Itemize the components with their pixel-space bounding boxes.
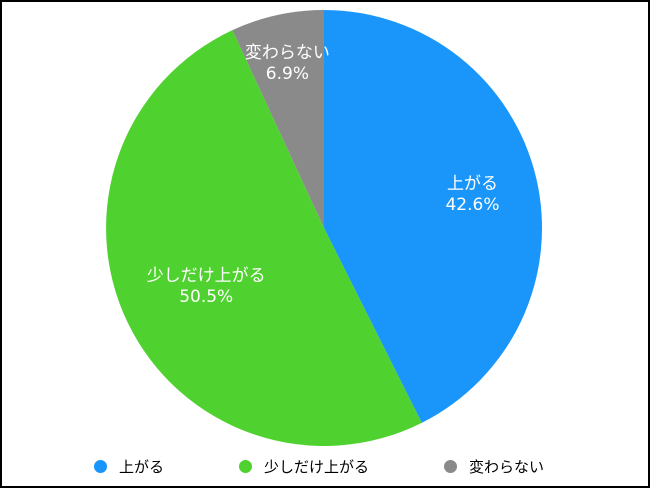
slice-value-label: 6.9%: [266, 64, 309, 84]
slice-value-label: 42.6%: [445, 195, 499, 215]
slice-name-label: 変わらない: [245, 43, 330, 63]
slice-name-label: 少しだけ上がる: [147, 266, 266, 286]
pie-slice: [324, 10, 543, 423]
legend-item-kawaranai: 変わらない: [444, 452, 544, 480]
legend-label: 少しだけ上がる: [264, 457, 370, 476]
pie-slice: [232, 10, 324, 228]
pie-slices: [106, 10, 543, 446]
legend-swatch: [239, 459, 252, 473]
legend-item-sukoshi-agaru: 少しだけ上がる: [239, 452, 369, 480]
chart-legend: 上がる 少しだけ上がる 変わらない: [2, 452, 648, 480]
legend-swatch: [444, 459, 457, 473]
slice-name-label: 上がる: [447, 174, 498, 194]
legend-label: 変わらない: [469, 457, 545, 476]
slice-value-label: 50.5%: [179, 287, 233, 307]
legend-swatch: [94, 459, 107, 473]
legend-item-agaru: 上がる: [94, 452, 164, 480]
legend-label: 上がる: [119, 457, 165, 476]
pie-slice: [106, 30, 422, 446]
